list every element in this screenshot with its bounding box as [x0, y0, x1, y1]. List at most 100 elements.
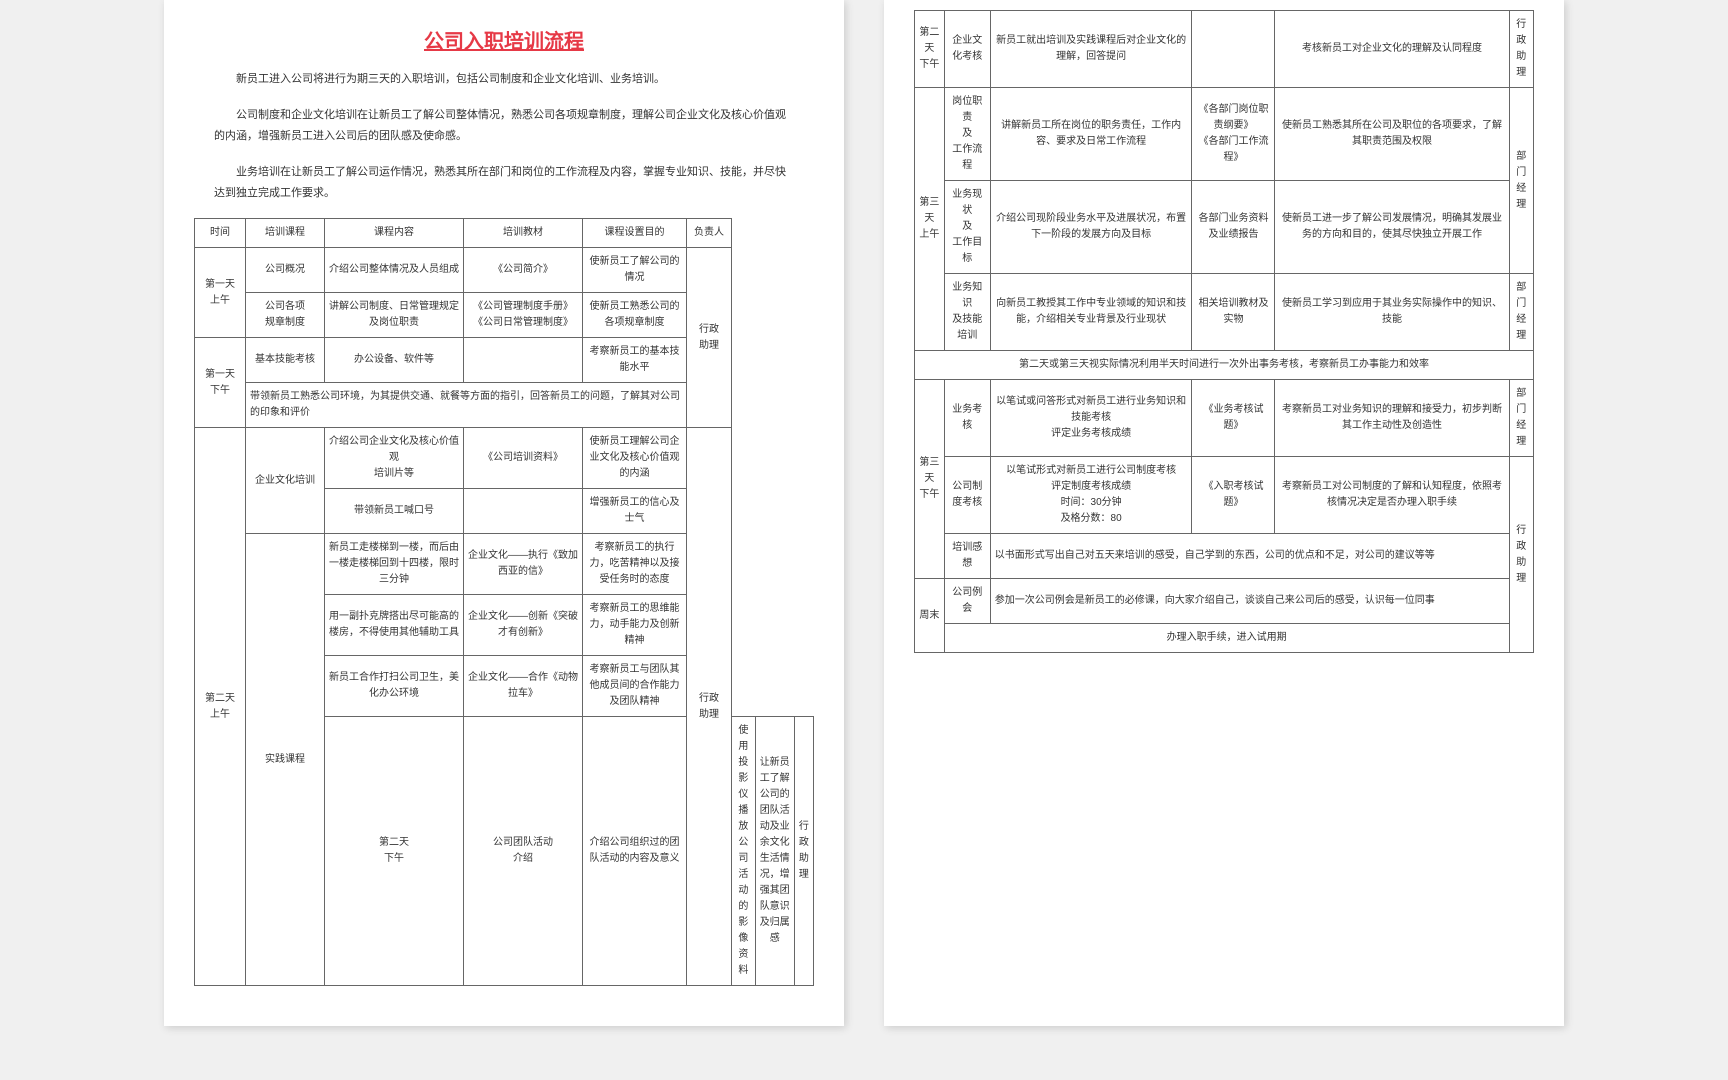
material-cell: 使用投影仪播放公司活动的影像资料: [732, 717, 756, 986]
content-cell: 新员工就出培训及实践课程后对企业文化的理解，回答提问: [990, 11, 1192, 88]
header-material: 培训教材: [464, 219, 583, 248]
purpose-cell: 考察新员工的执行力，吃苦精神以及接受任务时的态度: [583, 534, 687, 595]
purpose-cell: 考察新员工的思维能力，动手能力及创新精神: [583, 595, 687, 656]
content-cell: 介绍公司组织过的团队活动的内容及意义: [583, 717, 687, 986]
course-cell: 公司概况: [246, 248, 325, 293]
purpose-cell: 增强新员工的信心及士气: [583, 489, 687, 534]
course-cell: 岗位职责及工作流程: [944, 88, 990, 181]
purpose-cell: 使新员工了解公司的情况: [583, 248, 687, 293]
owner-cell: 行政助理: [687, 248, 732, 428]
owner-cell: 行政助理: [1509, 11, 1533, 88]
owner-cell: 行政助理: [687, 428, 732, 986]
time-cell: 第三天下午: [915, 380, 945, 579]
course-cell: 业务现状及工作目标: [944, 181, 990, 274]
material-cell: 《入职考核试题》: [1192, 457, 1275, 534]
course-cell: 公司各项规章制度: [246, 293, 325, 338]
time-cell: 第二天下午: [915, 11, 945, 88]
material-cell: 企业文化——执行《致加西亚的信》: [464, 534, 583, 595]
purpose-cell: 考察新员工的基本技能水平: [583, 338, 687, 383]
table-row: 业务现状及工作目标介绍公司现阶段业务水平及进展状况，布置下一阶段的发展方向及目标…: [915, 181, 1534, 274]
material-cell: [464, 338, 583, 383]
purpose-cell: 考察新员工与团队其他成员间的合作能力及团队精神: [583, 656, 687, 717]
table-row: 周末公司例会参加一次公司例会是新员工的必修课，向大家介绍自己，谈谈自己来公司后的…: [915, 579, 1534, 624]
course-cell: 业务考核: [944, 380, 990, 457]
owner-cell: 行政助理: [794, 717, 813, 986]
header-time: 时间: [195, 219, 246, 248]
note-cell: 第二天或第三天视实际情况利用半天时间进行一次外出事务考核，考察新员工办事能力和效…: [915, 351, 1534, 380]
purpose-cell: 使新员工进一步了解公司发展情况，明确其发展业务的方向和目的，使其尽快独立开展工作: [1275, 181, 1509, 274]
content-cell: 介绍公司现阶段业务水平及进展状况，布置下一阶段的发展方向及目标: [990, 181, 1192, 274]
material-cell: 相关培训教材及实物: [1192, 274, 1275, 351]
time-cell: 第二天下午: [325, 717, 464, 986]
page-left: 公司入职培训流程 新员工进入公司将进行为期三天的入职培训，包括公司制度和企业文化…: [164, 0, 844, 1026]
time-cell: 周末: [915, 579, 945, 653]
content-cell: 以笔试或问答形式对新员工进行业务知识和技能考核评定业务考核成绩: [990, 380, 1192, 457]
content-cell: 办公设备、软件等: [325, 338, 464, 383]
course-cell: 业务知识及技能培训: [944, 274, 990, 351]
table-row: 第一天上午公司概况介绍公司整体情况及人员组成《公司简介》使新员工了解公司的情况行…: [195, 248, 814, 293]
time-cell: 第一天下午: [195, 338, 246, 428]
intro-paragraph-1: 新员工进入公司将进行为期三天的入职培训，包括公司制度和企业文化培训、业务培训。: [194, 69, 814, 90]
purpose-cell: 考察新员工对业务知识的理解和接受力，初步判断其工作主动性及创造性: [1275, 380, 1509, 457]
header-owner: 负责人: [687, 219, 732, 248]
material-cell: 《公司培训资料》: [464, 428, 583, 489]
content-cell: 向新员工教授其工作中专业领域的知识和技能，介绍相关专业背景及行业现状: [990, 274, 1192, 351]
schedule-table-left: 时间 培训课程 课程内容 培训教材 课程设置目的 负责人 第一天上午公司概况介绍…: [194, 218, 814, 986]
content-cell: 介绍公司整体情况及人员组成: [325, 248, 464, 293]
time-cell: 第二天上午: [195, 428, 246, 986]
content-cell: 介绍公司企业文化及核心价值观培训片等: [325, 428, 464, 489]
content-cell: 以笔试形式对新员工进行公司制度考核评定制度考核成绩时间：30分钟及格分数：80: [990, 457, 1192, 534]
material-cell: 《业务考核试题》: [1192, 380, 1275, 457]
table-row: 第二天上午企业文化培训介绍公司企业文化及核心价值观培训片等《公司培训资料》使新员…: [195, 428, 814, 489]
header-content: 课程内容: [325, 219, 464, 248]
final-note-cell: 办理入职手续，进入试用期: [944, 624, 1509, 653]
header-purpose: 课程设置目的: [583, 219, 687, 248]
course-cell: 公司制度考核: [944, 457, 990, 534]
material-cell: 《公司管理制度手册》《公司日常管理制度》: [464, 293, 583, 338]
material-cell: 企业文化——合作《动物拉车》: [464, 656, 583, 717]
note-cell: 带领新员工熟悉公司环境，为其提供交通、就餐等方面的指引，回答新员工的问题，了解其…: [246, 383, 687, 428]
course-cell: 公司团队活动介绍: [464, 717, 583, 986]
material-cell: [1192, 11, 1275, 88]
content-cell: 带领新员工喊口号: [325, 489, 464, 534]
course-cell: 培训感想: [944, 534, 990, 579]
content-cell: 讲解公司制度、日常管理规定及岗位职责: [325, 293, 464, 338]
material-cell: 《公司简介》: [464, 248, 583, 293]
material-cell: 各部门业务资料及业绩报告: [1192, 181, 1275, 274]
table-row: 第三天下午业务考核以笔试或问答形式对新员工进行业务知识和技能考核评定业务考核成绩…: [915, 380, 1534, 457]
intro-paragraph-2: 公司制度和企业文化培训在让新员工了解公司整体情况，熟悉公司各项规章制度，理解公司…: [194, 105, 814, 147]
table-row: 办理入职手续，进入试用期: [915, 624, 1534, 653]
purpose-cell: 使新员工理解公司企业文化及核心价值观的内涵: [583, 428, 687, 489]
schedule-table-right: 第二天下午企业文化考核新员工就出培训及实践课程后对企业文化的理解，回答提问考核新…: [914, 10, 1534, 653]
time-cell: 第一天上午: [195, 248, 246, 338]
page-right: 第二天下午企业文化考核新员工就出培训及实践课程后对企业文化的理解，回答提问考核新…: [884, 0, 1564, 1026]
purpose-cell: 使新员工熟悉其所在公司及职位的各项要求，了解其职责范围及权限: [1275, 88, 1509, 181]
course-cell: 企业文化培训: [246, 428, 325, 534]
table-row: 第二天下午企业文化考核新员工就出培训及实践课程后对企业文化的理解，回答提问考核新…: [915, 11, 1534, 88]
owner-cell: 部门经理: [1509, 274, 1533, 351]
material-cell: 企业文化——创新《突破才有创新》: [464, 595, 583, 656]
table-row: 公司制度考核以笔试形式对新员工进行公司制度考核评定制度考核成绩时间：30分钟及格…: [915, 457, 1534, 534]
course-cell: 公司例会: [944, 579, 990, 624]
document-title: 公司入职培训流程: [194, 25, 814, 54]
owner-cell: 行政助理: [1509, 457, 1533, 653]
owner-cell: 部门经理: [1509, 88, 1533, 274]
table-row: 培训感想以书面形式写出自己对五天来培训的感受，自己学到的东西，公司的优点和不足，…: [915, 534, 1534, 579]
content-cell: 用一副扑克牌搭出尽可能高的楼房，不得使用其他辅助工具: [325, 595, 464, 656]
purpose-cell: 使新员工学习到应用于其业务实际操作中的知识、技能: [1275, 274, 1509, 351]
header-course: 培训课程: [246, 219, 325, 248]
purpose-cell: 考察新员工对公司制度的了解和认知程度，依照考核情况决定是否办理入职手续: [1275, 457, 1509, 534]
purpose-cell: 使新员工熟悉公司的各项规章制度: [583, 293, 687, 338]
course-cell: 基本技能考核: [246, 338, 325, 383]
merged-content-cell: 以书面形式写出自己对五天来培训的感受，自己学到的东西，公司的优点和不足，对公司的…: [990, 534, 1509, 579]
table-row: 第二天或第三天视实际情况利用半天时间进行一次外出事务考核，考察新员工办事能力和效…: [915, 351, 1534, 380]
owner-cell: 部门经理: [1509, 380, 1533, 457]
purpose-cell: 让新员工了解公司的团队活动及业余文化生活情况，增强其团队意识及归属感: [755, 717, 794, 986]
table-row: 业务知识及技能培训向新员工教授其工作中专业领域的知识和技能，介绍相关专业背景及行…: [915, 274, 1534, 351]
table-header-row: 时间 培训课程 课程内容 培训教材 课程设置目的 负责人: [195, 219, 814, 248]
merged-content-cell: 参加一次公司例会是新员工的必修课，向大家介绍自己，谈谈自己来公司后的感受，认识每…: [990, 579, 1509, 624]
material-cell: 《各部门岗位职责纲要》《各部门工作流程》: [1192, 88, 1275, 181]
material-cell: [464, 489, 583, 534]
course-cell: 实践课程: [246, 534, 325, 986]
purpose-cell: 考核新员工对企业文化的理解及认同程度: [1275, 11, 1509, 88]
